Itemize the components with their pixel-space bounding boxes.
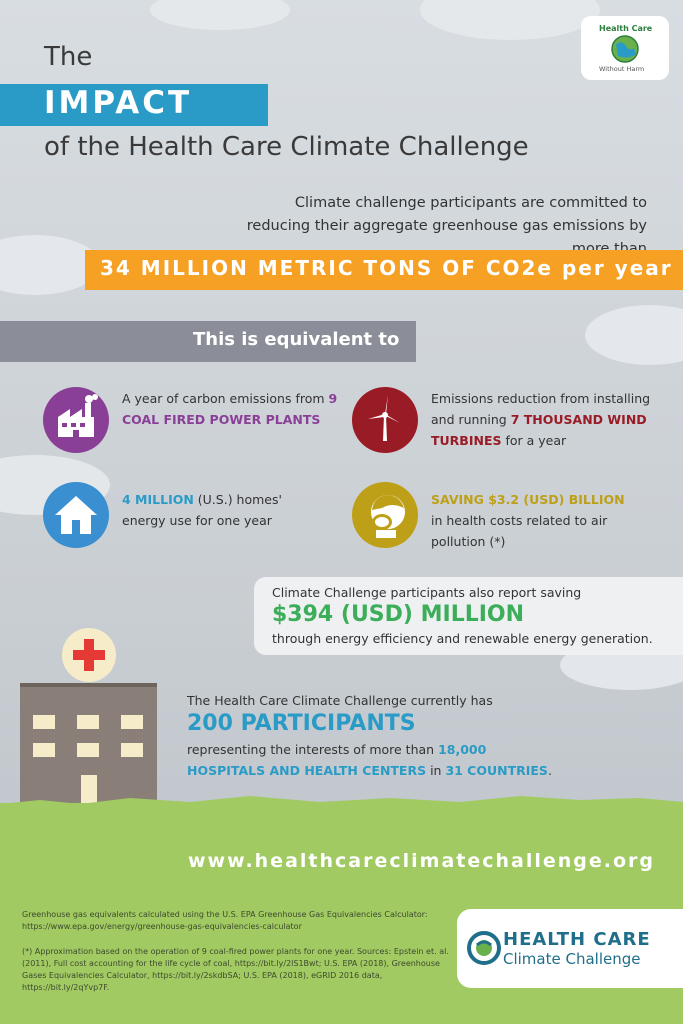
savings-panel: Climate Challenge participants also repo…	[254, 577, 683, 655]
savings-line3: through energy efficiency and renewable …	[272, 631, 653, 646]
impact-banner	[0, 84, 268, 126]
cloud	[585, 305, 683, 365]
mask-circle	[352, 482, 418, 548]
health-care-without-harm-logo: Health Care Without Harm	[581, 16, 669, 80]
participants-count: 200 PARTICIPANTS	[187, 711, 416, 736]
item-wind-turbines: Emissions reduction from installing and …	[431, 391, 651, 448]
logo-bottom-line2: Climate Challenge	[503, 950, 641, 968]
globe-icon	[611, 35, 639, 63]
wind-circle	[352, 387, 418, 453]
wind-turbine-icon	[368, 395, 400, 441]
factory-icon	[58, 394, 98, 437]
health-costs-value: SAVING $3.2 (USD) BILLION	[431, 492, 625, 507]
website-link[interactable]: www.healthcareclimatechallenge.org	[188, 850, 656, 872]
homes-value: 4 MILLION	[122, 492, 194, 507]
savings-amount: $394 (USD) MILLION	[272, 602, 525, 627]
participants-line1: The Health Care Climate Challenge curren…	[187, 693, 493, 708]
equivalent-banner	[0, 321, 416, 362]
highlight-banner	[85, 250, 683, 290]
coal-plants-value: 9 COAL FIRED POWER PLANTS	[122, 391, 338, 427]
item-coal-plants: A year of carbon emissions from 9 COAL F…	[122, 391, 338, 427]
cloud	[0, 235, 100, 295]
cross-icon	[73, 639, 105, 671]
equivalent-heading: This is equivalent to	[193, 329, 400, 350]
health-care-climate-challenge-logo: HEALTH CARE Climate Challenge	[457, 909, 683, 988]
participants-detail: representing the interests of more than …	[187, 742, 552, 778]
factory-circle	[43, 387, 109, 453]
footnote-2: (*) Approximation based on the operation…	[22, 947, 449, 992]
cloud	[420, 0, 600, 40]
logo-line1: Health Care	[599, 24, 653, 33]
footnote-1: Greenhouse gas equivalents calculated us…	[22, 910, 428, 931]
item-health-costs: SAVING $3.2 (USD) BILLION in health cost…	[431, 492, 625, 549]
countries-value: 31 COUNTRIES	[445, 763, 548, 778]
item-homes: 4 MILLION (U.S.) homes' energy use for o…	[122, 492, 282, 528]
wind-turbines-value: 7 THOUSAND WIND TURBINES	[431, 412, 647, 448]
savings-line1: Climate Challenge participants also repo…	[272, 585, 582, 600]
cloud	[150, 0, 290, 30]
face-mask-icon	[371, 495, 405, 538]
highlight-text: 34 MILLION METRIC TONS OF CO2e per year	[100, 256, 673, 280]
logo-line2: Without Harm	[599, 65, 645, 73]
title-the: The	[44, 42, 93, 72]
house-circle	[43, 482, 109, 548]
logo-bottom-line1: HEALTH CARE	[503, 929, 651, 950]
hospitals-value: 18,000 HOSPITALS AND HEALTH CENTERS	[187, 742, 487, 778]
house-icon	[55, 496, 97, 534]
intro-text: Climate challenge participants are commi…	[246, 195, 647, 257]
page-subtitle: of the Health Care Climate Challenge	[44, 132, 529, 162]
title-impact: IMPACT	[44, 85, 193, 121]
globe-icon	[467, 931, 501, 965]
